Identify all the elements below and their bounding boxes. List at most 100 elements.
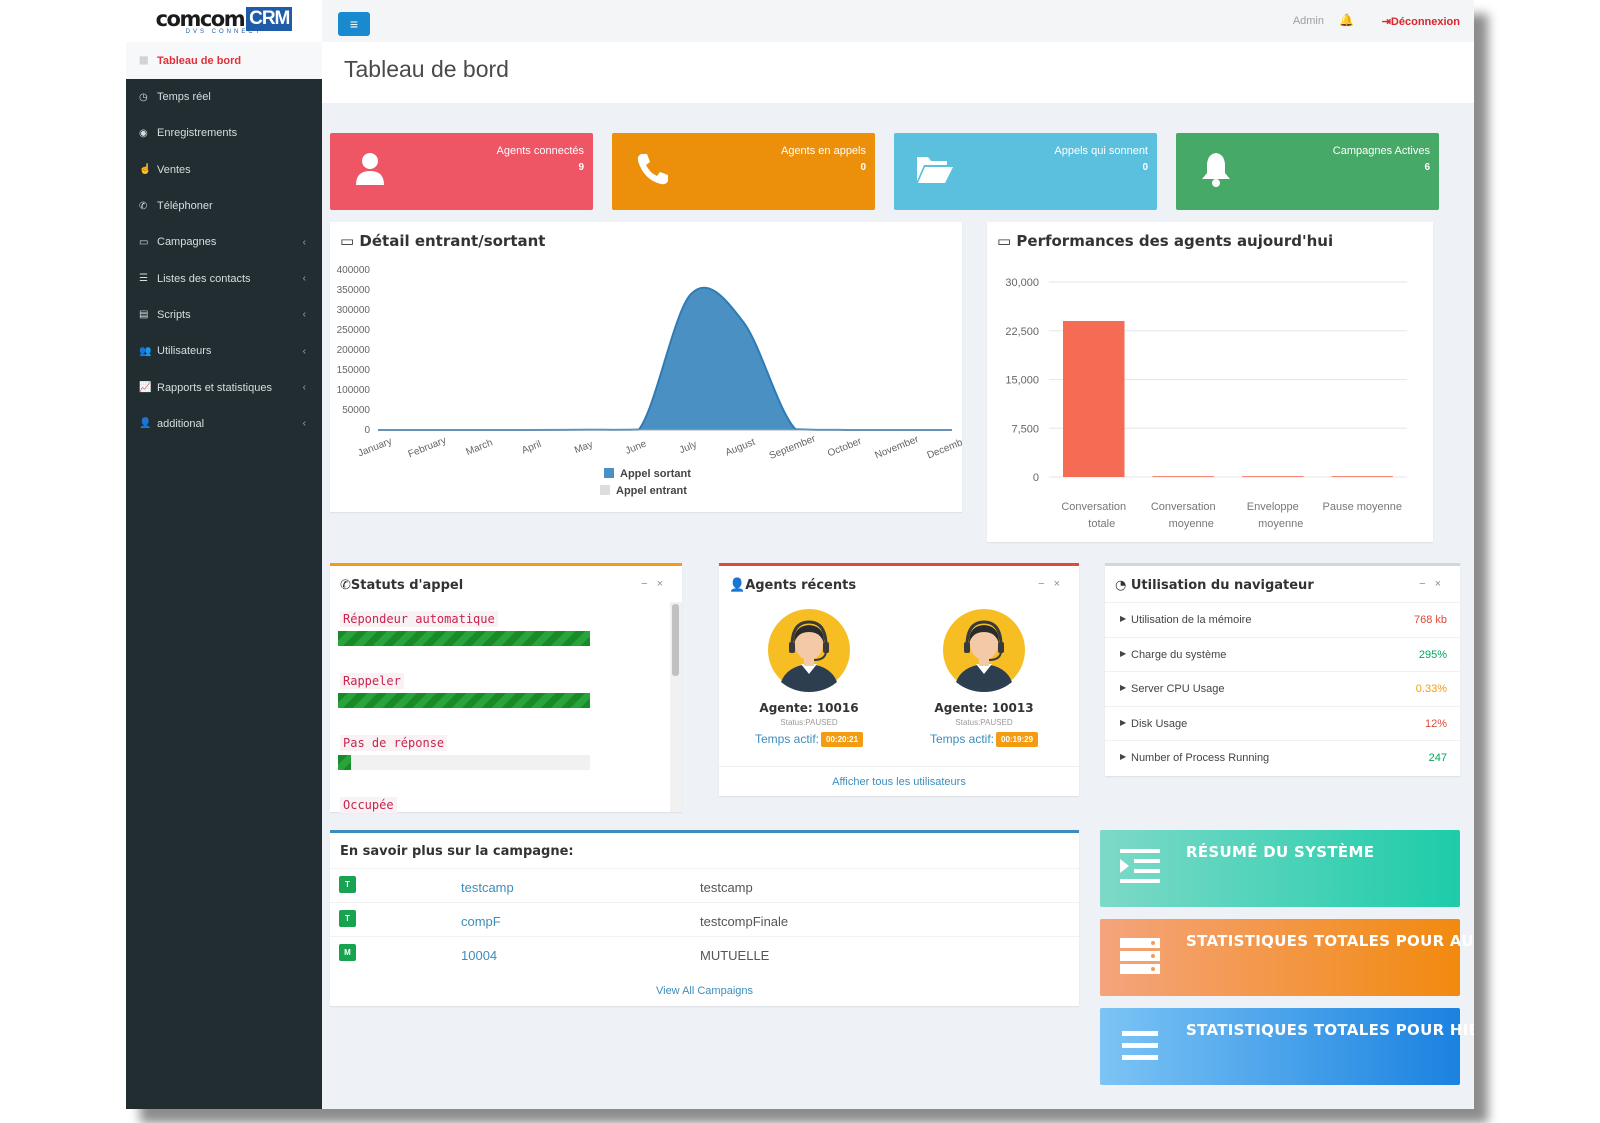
browser-usage-row[interactable]: ▶ Server CPU Usage 0.33% — [1105, 671, 1460, 706]
logo-crm: CRM — [246, 7, 293, 31]
sidebar-item-temps-r-el[interactable]: ◷ Temps réel — [126, 79, 322, 115]
chevron-left-icon: ‹ — [302, 273, 306, 285]
minimize-icon[interactable]: − — [641, 578, 657, 590]
users-icon: 👥 — [139, 345, 152, 357]
call-status-progress — [338, 755, 590, 770]
legend-label: Appel sortant — [620, 468, 691, 480]
bar[interactable] — [1063, 321, 1125, 477]
agent-card[interactable]: Agente: 10016 Status:PAUSED Temps actif: 00… — [724, 608, 894, 748]
file-icon: ▤ — [139, 309, 149, 321]
divider — [719, 766, 1079, 767]
browser-usage-row[interactable]: ▶ Disk Usage 12% — [1105, 705, 1460, 741]
summary-box-3[interactable]: STATISTIQUES TOTALES POUR HIER — [1100, 1008, 1474, 1085]
top-bar: ≡ Admin 🔔 ⇥Déconnexion — [322, 0, 1474, 42]
sidebar-item-scripts[interactable]: ▤ Scripts ‹ — [126, 297, 322, 333]
clock-icon: ◷ — [139, 91, 148, 103]
close-icon[interactable]: × — [1434, 578, 1450, 590]
bell-icon[interactable]: 🔔 — [1339, 13, 1354, 27]
agent-card[interactable]: Agente: 10013 Status:PAUSED Temps actif: 00… — [899, 608, 1069, 748]
caret-right-icon: ▶ — [1120, 683, 1127, 692]
logout-link[interactable]: ⇥Déconnexion — [1382, 15, 1460, 28]
x-tick-label: July — [678, 439, 699, 456]
bar[interactable] — [1331, 476, 1394, 477]
x-tick-label: moyenne — [1169, 518, 1214, 530]
recent-agents-panel: 👤Agents récents −× Agente: 10016 Status:P… — [719, 563, 1079, 796]
y-tick-label: 300000 — [337, 305, 371, 316]
campaign-id-link[interactable]: 10004 — [461, 948, 498, 963]
summary-box-2[interactable]: STATISTIQUES TOTALES POUR AU... — [1100, 919, 1474, 996]
logout-icon: ⇥ — [1381, 16, 1391, 28]
chevron-left-icon: ‹ — [302, 418, 306, 430]
page-title: Tableau de bord — [344, 56, 509, 82]
agent-avatar — [724, 608, 894, 697]
browser-usage-row[interactable]: ▶ Utilisation de la mémoire 768 kb — [1105, 602, 1460, 637]
sidebar-item-label: Utilisateurs — [157, 345, 212, 358]
x-tick-label: October — [826, 436, 864, 460]
sidebar-toggle-button[interactable]: ≡ — [338, 12, 370, 36]
scrollbar[interactable] — [670, 602, 682, 812]
info-box-agents-connect-s[interactable]: Agents connectés 9 — [330, 133, 593, 210]
x-tick-label: December — [926, 434, 962, 462]
x-tick-label: moyenne — [1258, 518, 1303, 530]
call-status-progress — [338, 631, 590, 646]
agent-name: Agente: 10013 — [934, 701, 1034, 715]
indent-icon — [1120, 849, 1160, 885]
y-tick-label: 250000 — [337, 325, 371, 336]
bar[interactable] — [1242, 476, 1304, 477]
sidebar-item-campagnes[interactable]: ▭ Campagnes ‹ — [126, 224, 322, 260]
logo[interactable]: comcom CRM DVS CONNECT — [126, 0, 322, 42]
sidebar-item-tableau-de-bord[interactable]: ▦ Tableau de bord — [126, 42, 322, 79]
summary-box-1[interactable]: RÉSUMÉ DU SYSTÈME — [1100, 830, 1460, 907]
scrollbar-thumb[interactable] — [672, 604, 679, 676]
sidebar-item-additional[interactable]: 👤 additional ‹ — [126, 406, 322, 442]
legend-item[interactable]: Appel entrant — [600, 485, 687, 497]
browser-usage-label: Disk Usage — [1131, 717, 1188, 730]
sidebar-item-label: Ventes — [157, 163, 191, 176]
view-all-campaigns-link[interactable]: View All Campaigns — [655, 985, 753, 997]
bar[interactable] — [1152, 476, 1215, 477]
info-box-value: 0 — [1142, 162, 1148, 173]
thumbs-up-icon: ☝ — [139, 164, 152, 176]
series-area-appel-sortant[interactable] — [378, 287, 952, 430]
view-all-users-link[interactable]: Afficher tous les utilisateurs — [832, 776, 966, 788]
browser-usage-row[interactable]: ▶ Number of Process Running 247 — [1105, 740, 1460, 775]
x-tick-label: Conversation — [1151, 501, 1216, 513]
campaign-id-link[interactable]: testcamp — [461, 880, 514, 895]
browser-usage-title: ◔ Utilisation du navigateur — [1115, 578, 1314, 593]
sidebar-item-label: Téléphoner — [157, 200, 213, 213]
admin-user-link[interactable]: Admin — [1292, 15, 1324, 27]
campaign-name: testcamp — [700, 880, 753, 895]
info-box-label: Agents connectés — [496, 145, 584, 157]
sidebar-item-rapports-et-statistiques[interactable]: 📈 Rapports et statistiques ‹ — [126, 369, 322, 405]
info-box-agents-en-appels[interactable]: Agents en appels 0 — [612, 133, 875, 210]
sidebar-item-enregistrements[interactable]: ◉ Enregistrements — [126, 115, 322, 151]
close-icon[interactable]: × — [656, 578, 672, 590]
y-tick-label: 50000 — [342, 405, 370, 416]
sidebar-item-ventes[interactable]: ☝ Ventes — [126, 152, 322, 188]
y-tick-label: 150000 — [337, 365, 371, 376]
legend-item[interactable]: Appel sortant — [604, 468, 691, 480]
sidebar-item-utilisateurs[interactable]: 👥 Utilisateurs ‹ — [126, 333, 322, 369]
minimize-icon[interactable]: − — [1419, 578, 1435, 590]
sidebar-item-listes-des-contacts[interactable]: ☰ Listes des contacts ‹ — [126, 260, 322, 296]
call-status-title: ✆Statuts d'appel — [340, 578, 463, 593]
summary-box-label: RÉSUMÉ DU SYSTÈME — [1186, 843, 1375, 861]
call-status-label: Pas de réponse — [340, 735, 448, 751]
record-icon: ◉ — [139, 127, 148, 139]
y-tick-label: 30,000 — [1005, 277, 1039, 289]
panel-tools: −× — [1038, 578, 1069, 590]
folder-icon: ▭ — [139, 236, 149, 248]
info-box-campagnes-actives[interactable]: Campagnes Actives 6 — [1176, 133, 1439, 210]
close-icon[interactable]: × — [1053, 578, 1069, 590]
browser-usage-row[interactable]: ▶ Charge du système 295% — [1105, 636, 1460, 672]
minimize-icon[interactable]: − — [1038, 578, 1054, 590]
info-box-appels-qui-sonnent[interactable]: Appels qui sonnent 0 — [894, 133, 1157, 210]
browser-usage-label: Utilisation de la mémoire — [1131, 614, 1252, 626]
browser-usage-label: Number of Process Running — [1131, 752, 1270, 764]
campaign-id-link[interactable]: compF — [461, 914, 501, 929]
sidebar-item-label: Campagnes — [157, 236, 217, 249]
x-tick-label: September — [768, 433, 818, 462]
sidebar-item-t-l-phoner[interactable]: ✆ Téléphoner — [126, 188, 322, 224]
agent-status: Status:PAUSED — [955, 718, 1013, 727]
